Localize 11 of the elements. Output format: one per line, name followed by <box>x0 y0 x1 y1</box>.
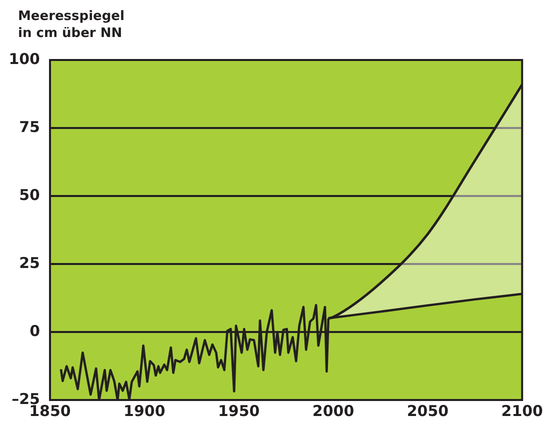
y-axis-title: Meeresspiegel in cm über NN <box>18 8 124 42</box>
x-tick-label: 2000 <box>312 402 354 420</box>
x-tick-label: 2100 <box>501 402 543 420</box>
x-tick-label: 1950 <box>218 402 260 420</box>
y-tick-label: 0 <box>30 322 40 340</box>
y-tick-label: 25 <box>19 254 40 272</box>
x-tick-label: 1900 <box>124 402 166 420</box>
y-tick-label: 75 <box>19 118 40 136</box>
x-tick-label: 2050 <box>406 402 449 420</box>
y-tick-label: 100 <box>8 50 40 68</box>
y-tick-label: 50 <box>19 186 40 204</box>
